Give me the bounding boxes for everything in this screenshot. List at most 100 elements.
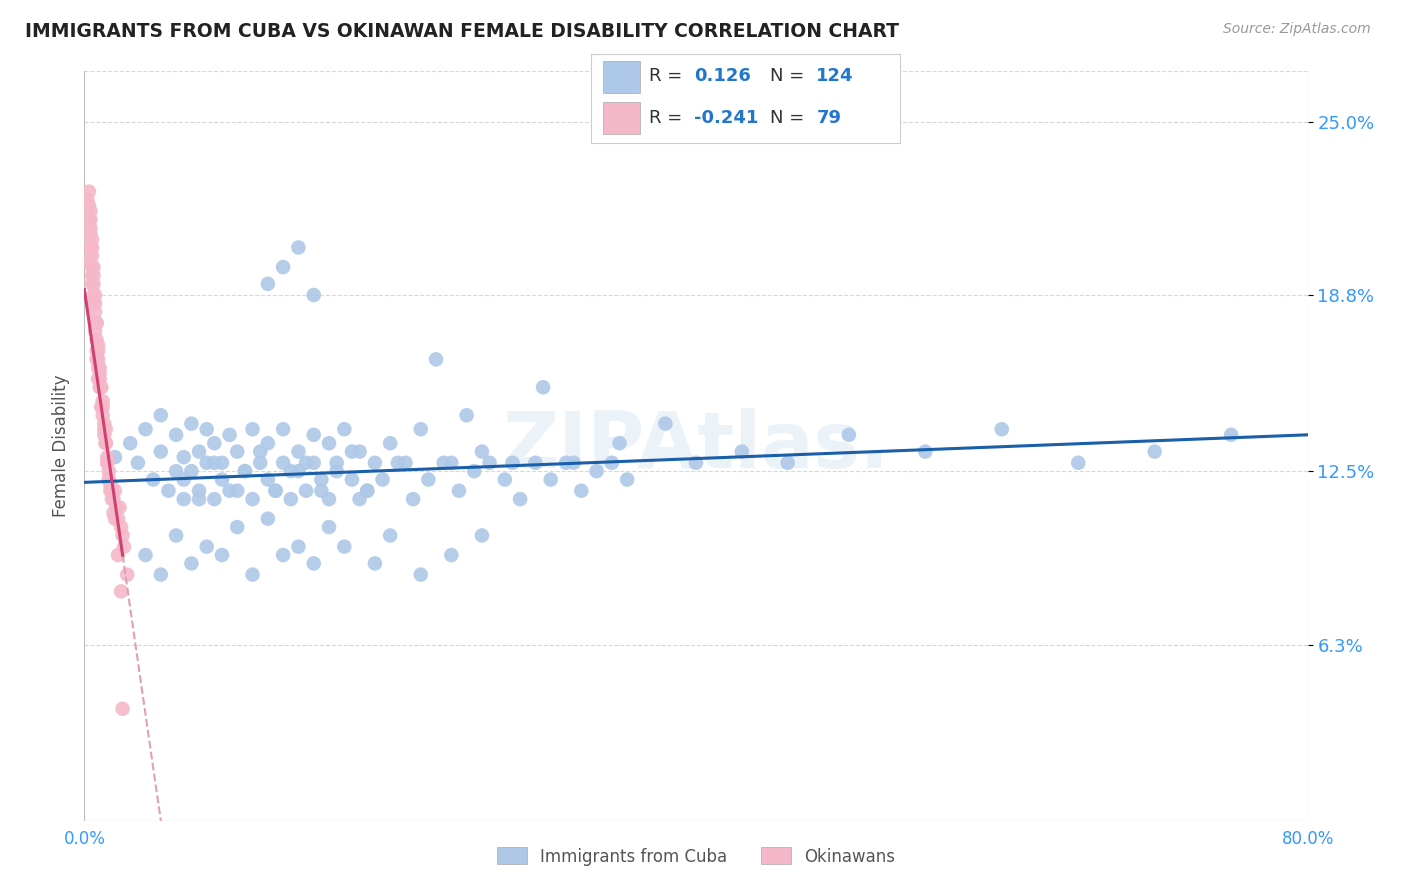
- Point: [79, 221, 101, 235]
- Point: [86, 352, 108, 367]
- Point: [340, 473, 363, 487]
- Point: [90, 400, 112, 414]
- Point: [242, 492, 264, 507]
- Point: [87, 338, 110, 352]
- Point: [79, 227, 101, 241]
- Point: [84, 305, 107, 319]
- Point: [295, 483, 318, 498]
- Point: [173, 473, 195, 487]
- Text: R =: R =: [650, 67, 689, 86]
- Point: [318, 492, 340, 507]
- Text: 124: 124: [817, 67, 853, 86]
- Point: [257, 511, 280, 525]
- Point: [105, 500, 128, 515]
- Point: [110, 520, 132, 534]
- Point: [1067, 456, 1090, 470]
- Point: [96, 456, 118, 470]
- Point: [149, 567, 172, 582]
- Point: [211, 456, 233, 470]
- Point: [838, 427, 860, 442]
- Point: [195, 422, 218, 436]
- Point: [494, 473, 516, 487]
- Point: [165, 427, 187, 442]
- Point: [600, 456, 623, 470]
- Point: [226, 444, 249, 458]
- Point: [76, 227, 98, 241]
- Point: [271, 422, 294, 436]
- Point: [87, 360, 110, 375]
- Point: [94, 422, 117, 436]
- Point: [318, 520, 340, 534]
- Point: [86, 316, 108, 330]
- Text: -0.241: -0.241: [695, 109, 758, 127]
- Point: [84, 324, 107, 338]
- Point: [89, 372, 111, 386]
- Point: [77, 212, 100, 227]
- Point: [111, 528, 134, 542]
- Point: [311, 473, 333, 487]
- Point: [76, 193, 98, 207]
- Point: [311, 483, 333, 498]
- Point: [242, 567, 264, 582]
- Point: [471, 528, 494, 542]
- Point: [302, 427, 325, 442]
- Point: [180, 557, 202, 571]
- Point: [394, 456, 416, 470]
- Text: N =: N =: [770, 109, 810, 127]
- Point: [149, 444, 172, 458]
- Point: [79, 240, 101, 254]
- Text: 79: 79: [817, 109, 841, 127]
- Point: [302, 288, 325, 302]
- Point: [79, 204, 101, 219]
- Point: [509, 492, 531, 507]
- Point: [165, 528, 187, 542]
- Text: Source: ZipAtlas.com: Source: ZipAtlas.com: [1223, 22, 1371, 37]
- Point: [333, 422, 356, 436]
- Point: [149, 409, 172, 423]
- Point: [97, 473, 120, 487]
- Point: [103, 492, 125, 507]
- Point: [202, 436, 225, 450]
- Point: [387, 456, 409, 470]
- Point: [333, 540, 356, 554]
- Point: [731, 444, 754, 458]
- Point: [585, 464, 607, 478]
- Point: [425, 352, 447, 367]
- Point: [87, 352, 110, 367]
- Point: [76, 204, 98, 219]
- Point: [115, 567, 138, 582]
- Point: [89, 367, 111, 381]
- Bar: [603, 61, 640, 93]
- Point: [84, 288, 107, 302]
- Point: [249, 444, 271, 458]
- Point: [218, 483, 240, 498]
- Point: [94, 436, 117, 450]
- Point: [280, 464, 302, 478]
- Point: [287, 464, 309, 478]
- Point: [271, 260, 294, 274]
- Point: [101, 492, 124, 507]
- Point: [110, 584, 132, 599]
- Point: [108, 500, 131, 515]
- Point: [257, 436, 280, 450]
- Point: [914, 444, 936, 458]
- Point: [107, 548, 129, 562]
- Point: [502, 456, 524, 470]
- Point: [93, 417, 115, 431]
- Point: [202, 492, 225, 507]
- Point: [264, 483, 287, 498]
- Point: [97, 464, 120, 478]
- Point: [242, 422, 264, 436]
- Point: [87, 343, 110, 358]
- Point: [173, 492, 195, 507]
- Point: [202, 456, 225, 470]
- Point: [180, 464, 202, 478]
- Point: [112, 540, 135, 554]
- Point: [83, 260, 105, 274]
- Point: [233, 464, 256, 478]
- Point: [325, 456, 347, 470]
- Point: [356, 483, 378, 498]
- Point: [295, 456, 318, 470]
- Point: [569, 483, 592, 498]
- Point: [433, 456, 456, 470]
